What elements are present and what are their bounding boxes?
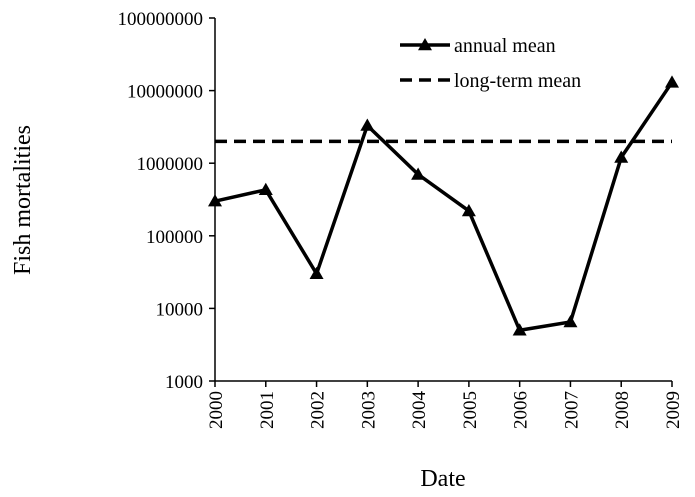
marker (512, 323, 527, 336)
x-tick-label: 2007 (561, 391, 582, 429)
marker (309, 266, 324, 280)
marker (208, 194, 222, 207)
x-tick-label: 2002 (308, 391, 329, 429)
x-tick-label: 2001 (257, 391, 278, 429)
marker (411, 167, 426, 180)
x-tick-label: 2006 (511, 391, 532, 429)
x-tick-label: 2008 (612, 391, 633, 429)
marker (614, 150, 629, 163)
x-tick-label: 2005 (460, 391, 481, 429)
x-axis-label: Date (420, 466, 465, 492)
y-tick-label: 1000 (165, 372, 203, 393)
y-tick-label: 100000000 (118, 9, 204, 30)
marker (563, 314, 578, 328)
legend-marker (418, 38, 432, 51)
series-line (214, 81, 674, 333)
legend-label: long-term mean (454, 70, 581, 92)
marker (665, 75, 679, 88)
legend-label: annual mean (454, 35, 556, 57)
x-tick-label: 2009 (663, 391, 684, 429)
x-tick-label: 2003 (358, 391, 379, 429)
marker (360, 118, 375, 131)
x-tick-label: 2004 (409, 391, 430, 430)
y-tick-label: 1000000 (137, 154, 204, 175)
marker (258, 182, 273, 196)
marker (461, 203, 476, 217)
x-tick-label: 2000 (206, 391, 227, 429)
y-tick-label: 100000 (146, 227, 203, 248)
y-tick-label: 10000 (156, 299, 204, 320)
y-axis-label: Fish mortalities (10, 125, 36, 275)
y-tick-label: 10000000 (127, 82, 203, 103)
